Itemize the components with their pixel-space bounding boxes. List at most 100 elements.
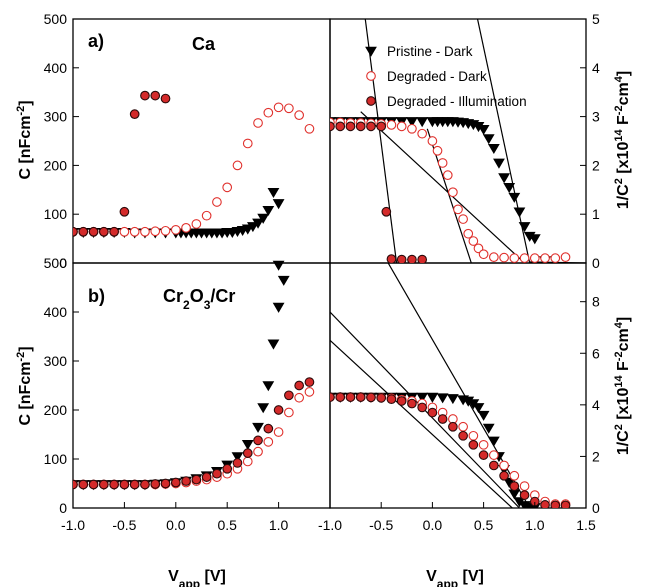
- point-a-right-s0-25: [503, 183, 516, 194]
- point-b-left-s1-19: [263, 437, 274, 447]
- point-b-left-s2-21: [284, 390, 294, 401]
- ytick-label-a-right-1: 1: [592, 206, 600, 222]
- point-b-right-s1-19: [519, 481, 530, 491]
- xtick-label-b-left-0: -1.0: [61, 517, 85, 533]
- point-b-right-s1-13: [458, 421, 468, 432]
- point-b-right-s2-11: [437, 414, 448, 424]
- point-a-right-s2-6: [381, 206, 392, 217]
- point-b-right-s1-15: [478, 439, 489, 450]
- point-b-left-s2-19: [263, 423, 274, 434]
- point-b-right-s2-1: [335, 392, 346, 402]
- fit-line-b-right-2: [330, 339, 513, 508]
- point-a-right-s0-21: [482, 134, 495, 145]
- point-b-right-s1-14: [468, 430, 479, 441]
- ytick-label-b-right-3: 6: [592, 345, 600, 361]
- point-a-right-s1-23: [509, 253, 520, 263]
- ytick-label-a-left-4: 400: [44, 60, 68, 76]
- point-a-left-s0-30: [272, 199, 285, 210]
- point-b-left-s2-7: [140, 479, 150, 490]
- point-a-right-s1-27: [550, 253, 561, 263]
- point-b-left-s2-11: [181, 476, 191, 486]
- point-b-left-s2-12: [191, 474, 202, 485]
- xtick-label-b-left-1: -0.5: [112, 517, 136, 533]
- point-b-left-s1-20: [273, 427, 284, 437]
- panel-frame-b-right: [329, 262, 587, 509]
- point-b-right-s0-19: [487, 436, 500, 447]
- xtick-label-b-right-0: -1.0: [318, 517, 342, 533]
- legend-marker-pristine: [365, 46, 377, 57]
- point-b-right-s0-12: [446, 394, 459, 405]
- point-a-right-s1-13: [442, 170, 453, 181]
- fit-line-a-right-1: [360, 111, 525, 263]
- legend-marker-degraded-dark: [366, 71, 376, 81]
- ytick-label-b-left-4: 400: [44, 304, 68, 320]
- ytick-label-a-left-1: 100: [44, 206, 68, 222]
- marks-b-right: [330, 263, 571, 508]
- point-a-right-s1-21: [488, 252, 499, 262]
- point-b-right-s2-18: [509, 481, 520, 491]
- ytick-label-b-right-0: 0: [592, 500, 600, 516]
- ytick-label-a-right-2: 2: [592, 157, 600, 173]
- point-b-right-s2-15: [478, 450, 489, 460]
- point-a-right-s0-26: [508, 192, 521, 203]
- point-a-right-s0-30: [528, 234, 541, 245]
- point-a-right-s2-8: [396, 254, 407, 263]
- point-b-right-s2-4: [366, 392, 376, 403]
- point-a-left-s2-6: [129, 109, 140, 120]
- point-a-right-s0-20: [477, 124, 490, 136]
- y-axis-label-a-right: 1/C2 [x1014 F-2cm4]: [613, 71, 632, 209]
- point-b-left-s2-20: [273, 405, 284, 415]
- point-a-left-s1-11: [181, 223, 191, 233]
- point-b-left-s2-17: [242, 448, 253, 458]
- x-axis-label-left: Vapp [V]: [168, 568, 226, 587]
- point-b-left-s0-18: [252, 422, 264, 433]
- ytick-label-a-left-0: 0: [59, 255, 67, 271]
- point-a-right-s2-5: [376, 121, 387, 132]
- point-a-left-s1-10: [170, 224, 181, 235]
- point-b-left-s2-23: [304, 377, 315, 387]
- point-a-right-s0-24: [498, 173, 510, 184]
- point-b-left-s1-22: [294, 392, 305, 403]
- point-a-left-s1-21: [284, 103, 294, 114]
- point-b-left-s1-21: [284, 407, 294, 418]
- panel-frame-a-left: [72, 18, 331, 264]
- point-b-right-s2-22: [550, 500, 561, 508]
- point-a-left-s2-4: [109, 226, 119, 237]
- y-axis-label-a-left: C [nFcm-2]: [15, 100, 34, 179]
- legend-label-degraded-dark: Degraded - Dark: [387, 69, 487, 84]
- point-b-left-s2-4: [109, 479, 119, 490]
- panel-label-b: b): [88, 286, 105, 306]
- point-b-right-s2-13: [458, 430, 468, 441]
- point-b-left-s2-16: [232, 458, 243, 468]
- ytick-label-a-left-3: 300: [44, 109, 68, 125]
- point-b-right-s2-9: [417, 402, 428, 413]
- point-b-left-s2-10: [170, 477, 181, 488]
- point-b-right-s0-9: [416, 392, 429, 403]
- point-a-right-s1-10: [427, 136, 438, 146]
- point-b-right-s1-17: [499, 460, 509, 471]
- ytick-label-b-left-5: 500: [44, 255, 68, 271]
- material-label-a: Ca: [192, 34, 216, 54]
- point-a-right-s2-2: [345, 121, 356, 132]
- point-b-left-s2-22: [294, 380, 305, 391]
- point-b-right-s1-18: [509, 470, 520, 481]
- point-b-right-s2-7: [396, 396, 407, 406]
- point-a-right-s0-23: [493, 158, 505, 169]
- point-b-left-s2-6: [129, 479, 140, 490]
- point-b-right-s1-16: [488, 450, 499, 460]
- legend: Pristine - Dark Degraded - Dark Degraded…: [365, 44, 527, 109]
- point-b-left-s0-21: [267, 339, 280, 350]
- ytick-label-b-left-2: 200: [44, 402, 68, 418]
- point-b-left-s2-3: [98, 479, 109, 490]
- point-a-right-s0-8: [406, 117, 418, 128]
- point-b-left-s2-13: [201, 472, 212, 482]
- xtick-label-b-right-1: -0.5: [369, 517, 393, 533]
- point-a-left-s0-27: [257, 213, 270, 224]
- ytick-label-a-right-4: 4: [592, 60, 600, 76]
- point-b-right-s2-14: [468, 439, 479, 450]
- point-a-left-s1-12: [191, 219, 202, 229]
- point-b-right-s0-17: [477, 410, 490, 421]
- point-a-left-s1-5: [119, 226, 130, 237]
- point-a-right-s1-26: [540, 253, 550, 263]
